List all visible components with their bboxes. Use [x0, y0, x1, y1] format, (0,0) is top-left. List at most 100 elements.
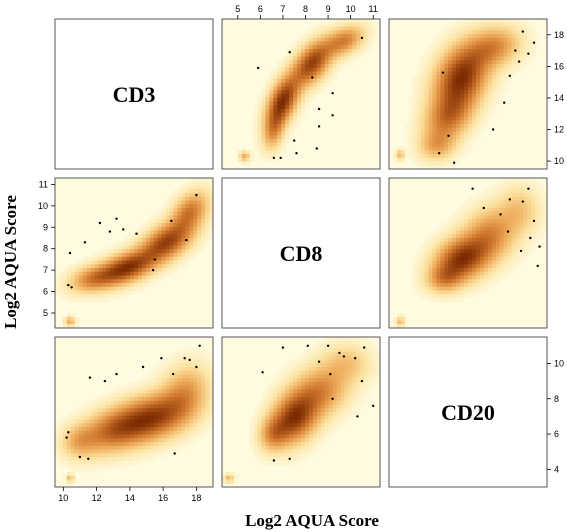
- density-cell: [483, 60, 489, 65]
- density-cell: [78, 290, 84, 295]
- density-cell: [257, 442, 263, 447]
- density-cell: [340, 363, 346, 368]
- density-cell: [432, 116, 437, 121]
- density-cell: [293, 445, 298, 451]
- density-cell: [320, 60, 326, 65]
- density-cell: [424, 256, 430, 262]
- density-cell: [110, 249, 115, 254]
- density-cell: [340, 22, 346, 28]
- density-cell: [301, 457, 306, 462]
- density-cell: [495, 49, 501, 54]
- density-cell: [122, 423, 127, 428]
- density-cell: [356, 367, 361, 372]
- density-cell: [456, 249, 461, 254]
- density-cell: [185, 382, 190, 387]
- density-cell: [452, 79, 457, 84]
- density-cell: [197, 211, 202, 217]
- density-cell: [185, 253, 190, 258]
- density-cell: [364, 378, 369, 383]
- density-cell: [277, 71, 282, 76]
- density-cell: [285, 449, 290, 454]
- density-cell: [185, 189, 190, 194]
- density-cell: [475, 67, 481, 73]
- density-cell: [324, 82, 330, 88]
- density-cell: [320, 52, 326, 58]
- density-cell: [130, 241, 135, 247]
- density-cell: [201, 415, 206, 421]
- density-cell: [197, 359, 202, 364]
- density-cell: [499, 196, 505, 202]
- density-cell: [126, 385, 131, 391]
- density-cell: [364, 359, 369, 364]
- density-cell: [312, 52, 318, 58]
- density-cell: [352, 363, 357, 368]
- density-cell: [320, 427, 326, 432]
- density-cell: [471, 127, 477, 133]
- density-cell: [137, 453, 143, 458]
- density-cell: [332, 419, 338, 424]
- density-cell: [475, 283, 481, 288]
- density-cell: [297, 378, 302, 383]
- density-cell: [269, 442, 274, 447]
- density-cell: [134, 460, 139, 466]
- density-cell: [90, 290, 96, 295]
- density-cell: [507, 67, 513, 73]
- density-cell: [432, 146, 437, 151]
- density-cell: [340, 367, 346, 372]
- density-cell: [471, 279, 477, 284]
- density-cell: [499, 215, 505, 220]
- density-cell: [201, 427, 206, 432]
- density-cell: [420, 67, 426, 73]
- density-cell: [495, 67, 501, 73]
- density-cell: [471, 97, 477, 103]
- density-cell: [527, 230, 532, 235]
- density-cell: [436, 139, 441, 144]
- density-cell: [122, 294, 127, 299]
- density-cell: [189, 196, 194, 202]
- density-cell: [491, 41, 497, 46]
- density-cell: [483, 30, 489, 35]
- density-cell: [205, 423, 210, 428]
- density-cell: [468, 142, 473, 148]
- density-cell: [479, 116, 485, 121]
- density-cell: [126, 445, 131, 451]
- density-cell: [440, 286, 445, 292]
- density-cell: [141, 415, 147, 421]
- density-cell: [145, 226, 151, 232]
- density-cell: [153, 449, 159, 454]
- density-cell: [408, 105, 414, 110]
- density-cell: [289, 430, 294, 436]
- density-cell: [265, 438, 270, 443]
- density-cell: [523, 230, 528, 235]
- density-cell: [98, 298, 103, 303]
- density-cell: [444, 60, 449, 65]
- density-cell: [487, 234, 493, 239]
- density-cell: [491, 260, 497, 265]
- density-cell: [479, 60, 485, 65]
- density-cell: [452, 30, 457, 35]
- density-cell: [487, 189, 493, 194]
- density-cell: [273, 127, 278, 133]
- density-cell: [356, 382, 361, 387]
- density-cell: [257, 457, 263, 462]
- density-cell: [134, 286, 139, 292]
- density-cell: [440, 94, 445, 99]
- density-cell: [130, 453, 135, 458]
- density-cell: [197, 204, 202, 209]
- density-cell: [416, 249, 422, 254]
- density-cell: [420, 131, 426, 136]
- density-cell: [134, 264, 139, 269]
- density-cell: [297, 94, 302, 99]
- density-cell: [149, 260, 155, 265]
- density-cell: [464, 109, 469, 114]
- density-cell: [185, 219, 190, 224]
- density-cell: [209, 215, 213, 220]
- density-cell: [265, 400, 270, 406]
- density-cell: [304, 64, 310, 69]
- density-cell: [293, 397, 298, 402]
- density-cell: [149, 423, 155, 428]
- density-cell: [74, 427, 80, 432]
- panel-r0-c2: [388, 18, 548, 170]
- density-cell: [281, 97, 286, 103]
- density-cell: [114, 268, 119, 273]
